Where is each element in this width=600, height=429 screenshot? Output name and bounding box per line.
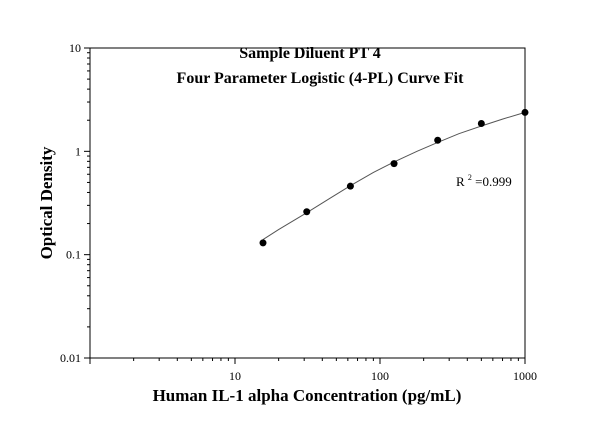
points-layer <box>259 108 529 247</box>
r-squared-value: =0.999 <box>475 174 512 189</box>
data-point <box>259 239 267 247</box>
x-tick-label: 100 <box>371 369 389 383</box>
chart-subtitle: Four Parameter Logistic (4-PL) Curve Fit <box>177 70 465 87</box>
data-point <box>521 108 529 116</box>
data-point <box>390 160 398 168</box>
data-point <box>346 182 354 190</box>
data-point <box>303 208 311 216</box>
x-tick-label: 1000 <box>513 369 537 383</box>
y-tick-label: 0.01 <box>60 351 81 365</box>
y-tick-label: 1 <box>75 144 81 158</box>
plot-frame <box>89 47 526 359</box>
x-axis-label: Human IL-1 alpha Concentration (pg/mL) <box>153 386 462 405</box>
chart-title: Sample Diluent PT 4 <box>239 45 381 62</box>
y-tick-label: 0.1 <box>66 248 81 262</box>
r-squared-base: R <box>456 174 465 189</box>
data-point <box>434 136 442 144</box>
r-squared-superscript: 2 <box>468 173 472 182</box>
x-tick-label: 10 <box>229 369 241 383</box>
y-axis-label: Optical Density <box>37 146 56 259</box>
ticks <box>84 47 526 364</box>
r-squared-annotation: R 2 =0.999 <box>456 168 512 189</box>
tick-labels: 0.01 0.1 1 10 10 100 1000 <box>60 41 537 383</box>
y-tick-label: 10 <box>69 41 81 55</box>
data-point <box>477 119 485 127</box>
